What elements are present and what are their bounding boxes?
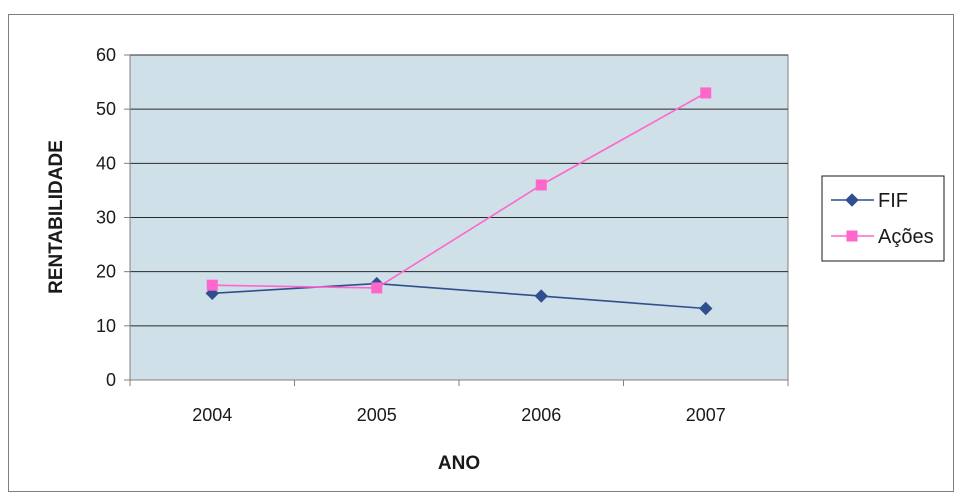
x-ticks: 2004 2005 2006 2007 <box>129 380 789 425</box>
data-point-fif <box>699 301 713 316</box>
data-point-fif <box>534 289 548 303</box>
series-line-acoes <box>212 92 707 289</box>
x-axis-title: ANO <box>438 453 480 474</box>
legend: FIF Ações <box>821 175 945 262</box>
data-point-acoes <box>700 87 712 99</box>
y-ticks: 0 10 20 30 40 50 60 <box>96 45 130 390</box>
y-tick-label: 0 <box>106 370 116 390</box>
y-tick-label: 50 <box>96 99 116 119</box>
x-tick-label: 2004 <box>192 405 232 425</box>
y-tick-label: 60 <box>96 45 116 65</box>
legend-box <box>821 175 945 262</box>
series-layer <box>205 87 713 316</box>
data-point-acoes <box>206 279 218 291</box>
y-axis-title: RENTABILIDADE <box>46 140 67 294</box>
x-tick-label: 2007 <box>686 405 726 425</box>
data-point-acoes <box>371 282 383 294</box>
legend-item-acoes: Ações <box>831 226 934 248</box>
legend-marker-fif <box>845 193 859 207</box>
legend-item-fif: FIF <box>831 190 908 212</box>
x-tick-label: 2005 <box>357 405 397 425</box>
series-line-fif <box>212 282 706 310</box>
y-tick-label: 30 <box>96 208 116 228</box>
legend-marker-acoes <box>846 230 858 242</box>
y-tick-label: 40 <box>96 153 116 173</box>
data-point-acoes <box>535 179 547 191</box>
series-acoes <box>206 87 712 294</box>
y-tick-label: 10 <box>96 316 116 336</box>
x-tick-label: 2006 <box>521 405 561 425</box>
legend-label-acoes: Ações <box>878 226 934 248</box>
legend-label-fif: FIF <box>878 190 908 212</box>
y-tick-label: 20 <box>96 262 116 282</box>
